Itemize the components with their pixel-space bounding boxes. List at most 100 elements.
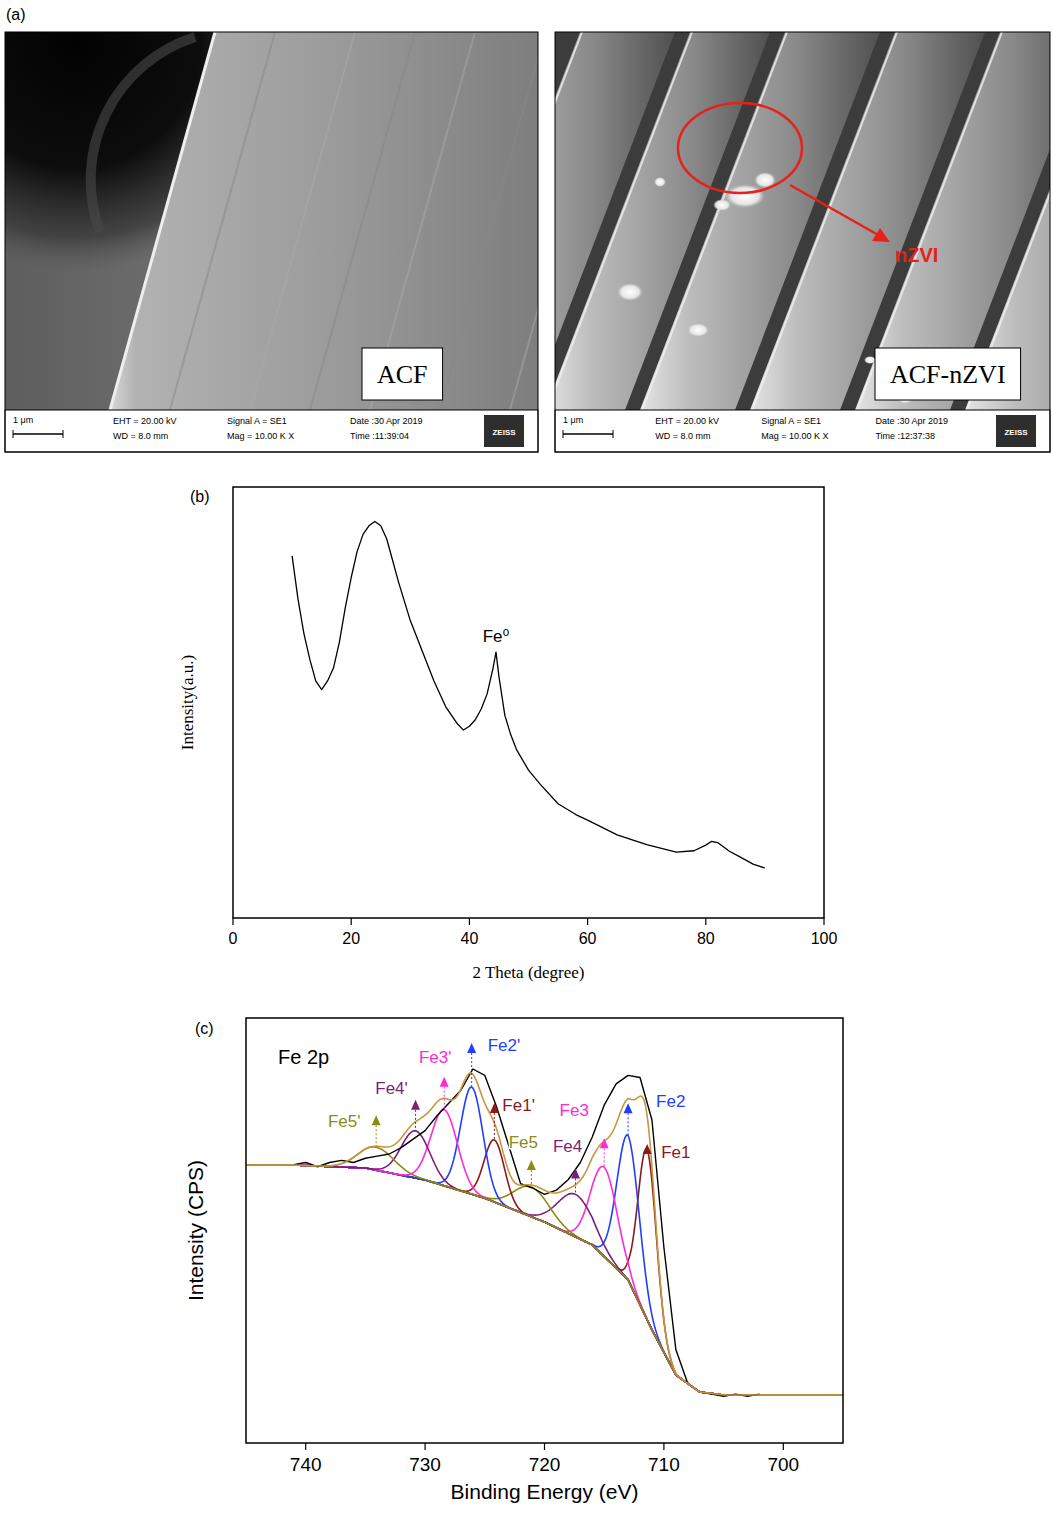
annotation-circle [678,103,802,193]
scale-bar [563,433,613,435]
peak-label: Fe1 [661,1143,690,1162]
label-box [362,348,443,400]
chart-title: Fe 2p [278,1046,329,1068]
fit-peak [246,1165,843,1395]
annotation-arrowhead [872,228,890,242]
info-eht: EHT = 20.00 kV [655,416,719,426]
panel-letter: (b) [190,488,210,505]
x-tick [823,918,824,925]
fit-peak [246,1147,843,1395]
x-tick-label: 60 [579,930,597,947]
raw-data [294,1069,760,1396]
peak-guide [531,1170,532,1187]
sem-streak [250,32,355,410]
x-tick [544,1443,545,1450]
peak-marker [643,1144,652,1154]
plot-area [246,1069,843,1396]
peak-label: Fe5 [509,1133,538,1152]
label-box [875,348,1021,400]
peak-marker [372,1115,381,1125]
peak-guide [376,1125,377,1147]
sem-image [555,32,1050,410]
sem-streak [170,32,275,410]
x-tick-label: 80 [697,930,715,947]
scale-bar [13,433,63,435]
image-label: ACF-nZVI [890,360,1006,389]
annotation: nZVI [895,244,938,266]
info-signal: Signal A = SE1 [227,416,287,426]
scale-bar-end [63,430,64,438]
image-frame [555,32,1050,452]
scale-bar-label: 1 μm [13,415,33,425]
info-wd: WD = 8.0 mm [655,431,710,441]
info-date: Date :30 Apr 2019 [350,416,423,426]
peak-label: Fe2' [488,1036,521,1055]
peak-marker [571,1168,580,1178]
info-signal: Signal A = SE1 [761,416,821,426]
peak-marker [440,1077,449,1087]
info-time: Time :12:37:38 [875,431,935,441]
figure: (a) 1 μm EHT = 20.00 kV WD = 8.0 mm Signal A… [0,0,1053,1513]
panel-letter: (a) [6,6,26,23]
x-tick-label: 730 [409,1454,441,1475]
scale-bar-end [13,430,14,438]
sem-fiber-edge [642,32,787,410]
data-line [292,521,765,868]
peak-guide [415,1110,416,1131]
peak-label: Fe2 [656,1092,685,1111]
nzvi-particle [725,184,765,208]
nzvi-particle [864,356,876,364]
image-label: ACF [377,360,428,389]
sem-streak [440,32,538,410]
fit-peak [246,1135,843,1395]
logo: ZEISS [492,428,516,437]
fit-envelope [246,1073,843,1395]
peak-guide [494,1113,495,1140]
peak-marker [527,1160,536,1170]
peak-label: Fe4' [375,1079,408,1098]
x-tick-label: 40 [461,930,479,947]
info-time: Time :11:39:04 [350,431,409,441]
fit-peak [246,1110,843,1395]
peak-label: Fe5' [328,1112,361,1131]
x-tick-label: 100 [811,930,838,947]
x-tick [705,918,706,925]
x-tick-label: 700 [767,1454,799,1475]
x-tick [663,1443,664,1450]
peak-guide [471,1053,472,1087]
x-axis-title: 2 Theta (degree) [472,963,584,982]
info-bar [555,410,1050,452]
peak-guide [628,1113,629,1135]
scale-bar-end [563,430,564,438]
plot-frame [233,487,824,918]
sem-fiber-edge [110,32,215,410]
x-tick [232,918,233,925]
fit-peak [246,1087,843,1395]
x-tick [351,918,352,925]
plot-frame [246,1018,843,1443]
peak-label: Fe3' [419,1048,452,1067]
plot-area [292,521,765,868]
panel-letter: (c) [195,1020,214,1037]
y-axis-title: Intensity (CPS) [184,1160,207,1301]
peak-guide [604,1148,605,1167]
x-tick [425,1443,426,1450]
peak-label: Fe3 [560,1101,589,1120]
peak-label: Fe4 [553,1137,582,1156]
fit-peak [246,1131,843,1395]
logo-box [996,415,1036,447]
scale-bar-label: 1 μm [563,415,583,425]
nzvi-particle [617,283,643,301]
image-frame [5,32,538,452]
sem-fiber [110,32,538,410]
fit-peak [246,1165,843,1395]
x-tick [305,1443,306,1450]
logo-box [484,415,524,447]
fit-peak [246,1140,843,1395]
info-bar [5,410,538,452]
x-tick-label: 20 [342,930,360,947]
x-tick-label: 710 [648,1454,680,1475]
info-mag: Mag = 10.00 K X [761,431,828,441]
annotation: Fe⁰ [483,627,510,646]
sem-fiber [855,32,1050,410]
